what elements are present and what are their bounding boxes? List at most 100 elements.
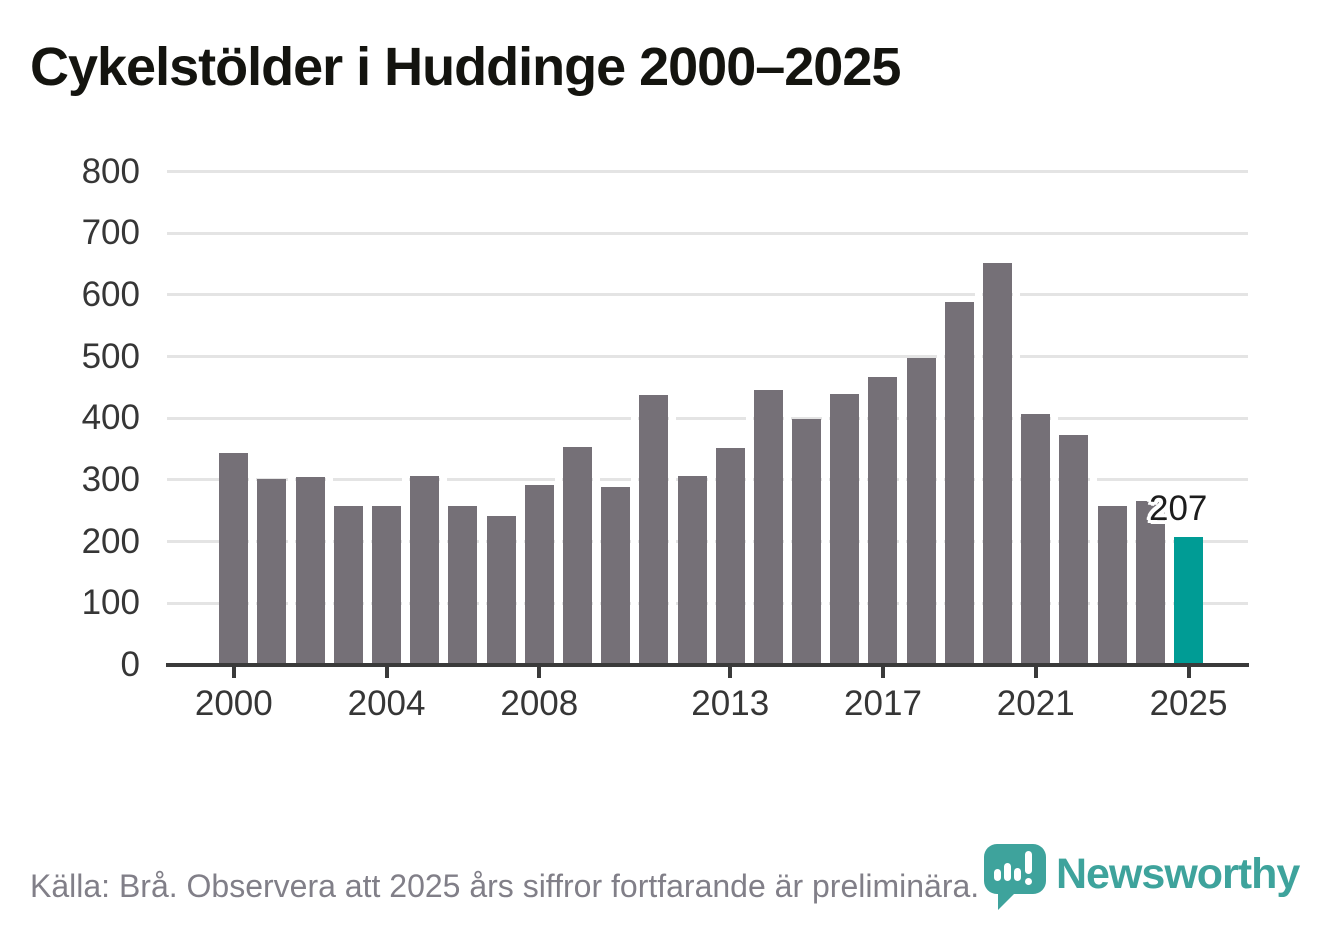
- gridline-gap-dash: [631, 415, 639, 421]
- gridline-gap-dash: [784, 539, 792, 545]
- gridline-gap-dash: [822, 539, 830, 545]
- gridline-400: [167, 416, 1248, 420]
- gridline-gap-dash: [478, 539, 486, 545]
- bar-2018: [906, 358, 936, 665]
- gridline-300: [167, 478, 1248, 482]
- gridline-gap-dash: [1013, 292, 1021, 298]
- gridline-gap-dash: [1127, 600, 1135, 606]
- gridline-gap-dash: [1089, 477, 1097, 483]
- x-tick-mark-2021: [1033, 667, 1038, 678]
- gridline-gap-dash: [974, 477, 982, 483]
- bar-2014: [753, 389, 783, 665]
- gridline-gap-dash: [822, 415, 830, 421]
- gridline-gap-dash: [745, 539, 753, 545]
- bar-2020: [983, 262, 1013, 665]
- logo-chart-dot: [1025, 878, 1032, 885]
- logo-speech-bubble-tail: [998, 892, 1016, 910]
- bar-2012: [677, 475, 707, 665]
- gridline-gap-dash: [707, 539, 715, 545]
- y-axis-label-600: 600: [81, 274, 140, 314]
- gridline-gap-dash: [898, 600, 906, 606]
- gridline-gap-dash: [287, 600, 295, 606]
- bar-2006: [448, 506, 478, 665]
- gridline-600: [167, 293, 1248, 297]
- gridline-gap-dash: [325, 600, 333, 606]
- bar-2023: [1097, 505, 1127, 665]
- newsworthy-logo: Newsworthy: [984, 844, 1322, 924]
- gridline-gap-dash: [898, 415, 906, 421]
- gridline-gap-dash: [554, 539, 562, 545]
- gridline-800: [167, 170, 1248, 173]
- y-axis-label-800: 800: [81, 151, 140, 191]
- gridline-gap-dash: [669, 477, 677, 483]
- x-axis-line: [166, 663, 1249, 667]
- gridline-gap-dash: [1127, 539, 1135, 545]
- gridline-gap-dash: [1013, 354, 1021, 360]
- x-tick-mark-2025: [1186, 667, 1191, 678]
- source-note: Källa: Brå. Observera att 2025 års siffr…: [30, 868, 980, 904]
- newsworthy-wordmark: Newsworthy: [1056, 850, 1300, 898]
- x-axis-label-2000: 2000: [194, 684, 273, 723]
- bar-2003: [333, 506, 363, 665]
- gridline-gap-dash: [440, 477, 448, 483]
- gridline-gap-dash: [631, 600, 639, 606]
- gridline-gap-dash: [249, 539, 257, 545]
- x-tick-mark-2013: [728, 667, 733, 678]
- logo-chart-bar: [1014, 868, 1021, 881]
- gridline-gap-dash: [784, 415, 792, 421]
- gridline-gap-dash: [1013, 539, 1021, 545]
- gridline-gap-dash: [325, 477, 333, 483]
- x-axis-label-2025: 2025: [1149, 684, 1228, 723]
- gridline-gap-dash: [745, 415, 753, 421]
- gridline-gap-dash: [936, 600, 944, 606]
- gridline-gap-dash: [631, 539, 639, 545]
- gridline-gap-dash: [974, 354, 982, 360]
- gridline-gap-dash: [1089, 600, 1097, 606]
- gridline-gap-dash: [287, 477, 295, 483]
- gridline-gap-dash: [707, 600, 715, 606]
- gridline-gap-dash: [1051, 415, 1059, 421]
- x-axis-label-2008: 2008: [500, 684, 579, 723]
- bar-2010: [601, 487, 631, 665]
- x-axis-label-2021: 2021: [996, 684, 1075, 723]
- gridline-gap-dash: [898, 539, 906, 545]
- y-axis-label-0: 0: [120, 645, 140, 684]
- bar-2016: [830, 394, 860, 665]
- y-axis-label-400: 400: [81, 398, 140, 438]
- gridline-gap-dash: [554, 477, 562, 483]
- x-axis-label-2013: 2013: [691, 684, 770, 723]
- bar-2017: [868, 376, 898, 665]
- gridline-gap-dash: [669, 539, 677, 545]
- gridline-gap-dash: [402, 600, 410, 606]
- gridline-gap-dash: [1013, 600, 1021, 606]
- y-axis-label-700: 700: [81, 213, 140, 253]
- gridline-gap-dash: [936, 354, 944, 360]
- gridline-gap-dash: [974, 292, 982, 298]
- gridline-gap-dash: [1013, 477, 1021, 483]
- gridline-gap-dash: [936, 539, 944, 545]
- gridline-gap-dash: [478, 600, 486, 606]
- gridline-gap-dash: [402, 539, 410, 545]
- y-axis-label-200: 200: [81, 521, 140, 561]
- gridline-gap-dash: [287, 539, 295, 545]
- bar-2005: [410, 476, 440, 665]
- bar-2002: [295, 477, 325, 665]
- gridline-gap-dash: [784, 477, 792, 483]
- gridline-100: [167, 601, 1248, 605]
- bar-2024: [1135, 500, 1165, 665]
- bar-2025: [1174, 537, 1203, 665]
- gridline-gap-dash: [860, 539, 868, 545]
- logo-chart-bar: [994, 869, 1001, 881]
- gridline-gap-dash: [669, 415, 677, 421]
- gridline-gap-dash: [745, 477, 753, 483]
- gridline-gap-dash: [1051, 600, 1059, 606]
- bar-2007: [486, 515, 516, 665]
- y-axis-label-100: 100: [81, 583, 140, 623]
- gridline-gap-dash: [898, 477, 906, 483]
- bar-2004: [372, 506, 402, 665]
- gridline-gap-dash: [440, 600, 448, 606]
- gridline-gap-dash: [1051, 477, 1059, 483]
- bar-2000: [219, 452, 249, 665]
- gridline-700: [167, 231, 1248, 235]
